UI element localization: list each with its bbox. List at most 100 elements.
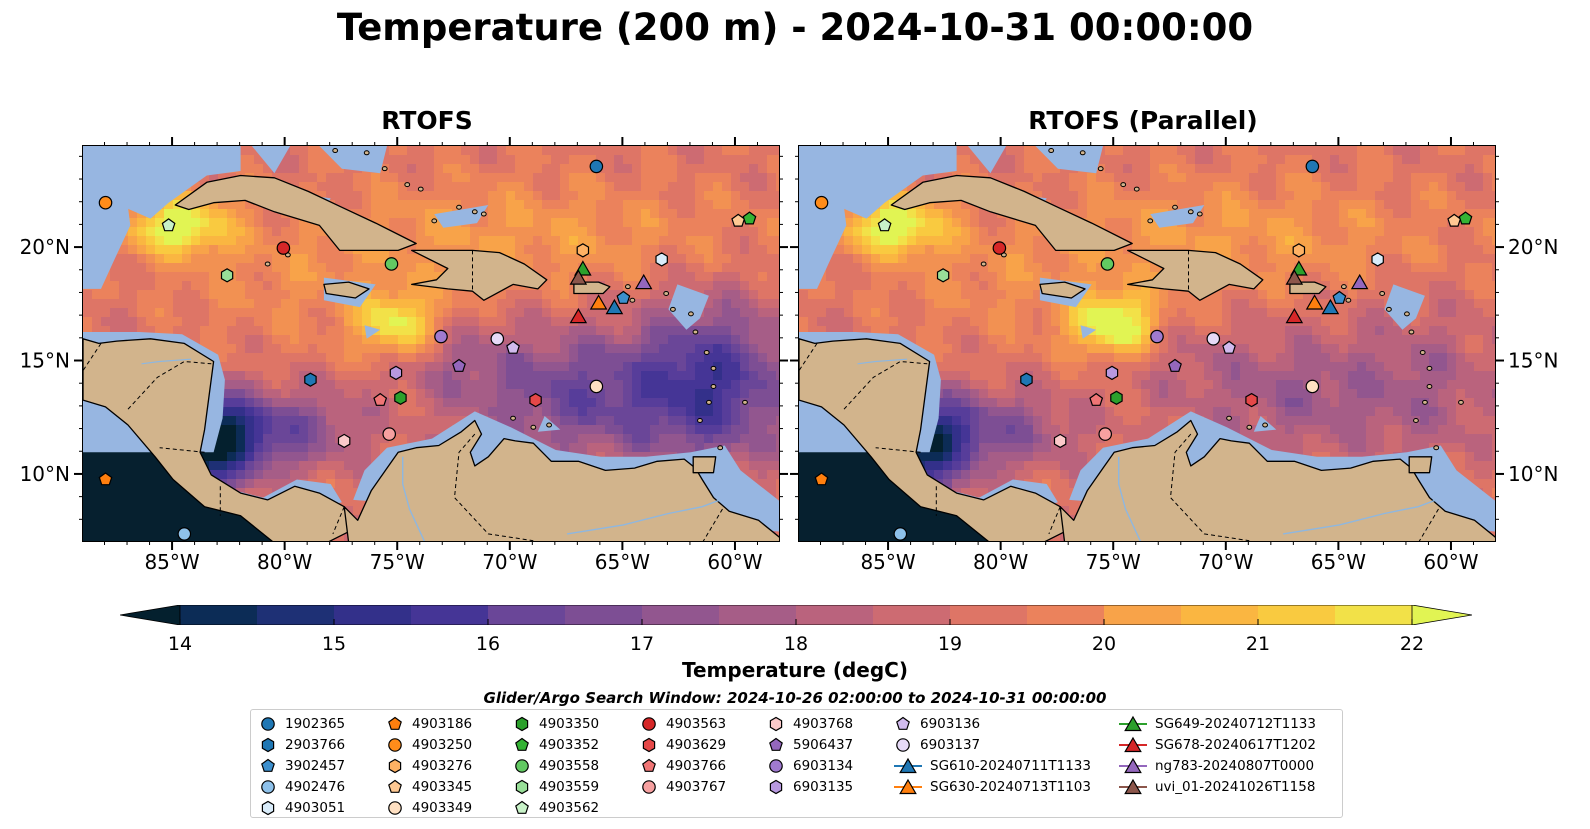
observation-marker-4903352: [1458, 211, 1473, 225]
observation-marker-4903768: [1053, 433, 1067, 449]
legend-label: 4903766: [666, 757, 727, 774]
legend-label: 4903768: [793, 715, 854, 732]
lon-tick-label: 85°W: [860, 550, 915, 574]
colorbar-bin: [950, 605, 1028, 625]
observation-marker-ng783-20240807t0000: [1350, 273, 1369, 290]
legend-item: SG649-20240712T1133: [1119, 713, 1316, 734]
legend-marker-hexagon-icon: [769, 716, 783, 731]
legend-marker-triangle-icon: [894, 778, 922, 794]
observation-marker-5906437: [1168, 358, 1182, 372]
legend-marker-triangle-icon: [1119, 757, 1147, 773]
lon-tick-label: 60°W: [707, 550, 762, 574]
colorbar-bin: [1104, 605, 1182, 625]
colorbar-tick-label: 18: [783, 633, 809, 655]
observation-marker-4903767: [1098, 427, 1113, 441]
legend-marker-circle-icon: [388, 800, 402, 815]
observation-marker-3902457: [1332, 290, 1347, 304]
legend-label: 4903349: [412, 799, 473, 816]
panel-title-rtofs-parallel: RTOFS (Parallel): [1028, 106, 1258, 135]
legend-item: 4903352: [513, 734, 599, 755]
legend-marker: [642, 716, 656, 731]
legend-item: 4903563: [640, 713, 726, 734]
legend-label: ng783-20240807T0000: [1155, 757, 1315, 774]
legend-label: 4903186: [412, 715, 473, 732]
legend-marker-triangle-icon: [1119, 736, 1147, 752]
colorbar-bin: [180, 605, 258, 625]
colorbar-bin: [565, 605, 643, 625]
legend-label: 4903563: [666, 715, 727, 732]
colorbar-tick-label: 22: [1399, 633, 1425, 655]
colorbar-bin: [334, 605, 412, 625]
legend-marker: [261, 800, 275, 815]
legend-label: 4903350: [539, 715, 600, 732]
observation-marker-6903135: [389, 365, 403, 381]
colorbar-tick-label: 16: [475, 633, 501, 655]
legend-label: 2903766: [285, 736, 346, 753]
observation-marker-4903051: [1371, 252, 1384, 267]
lat-tick-label-left: 10°N: [20, 462, 70, 486]
legend-marker-triangle-icon: [1119, 778, 1147, 794]
observation-marker-4903350: [1110, 390, 1123, 405]
legend-marker: [642, 758, 656, 772]
legend-marker: [769, 716, 783, 731]
legend-marker: [642, 737, 656, 752]
legend-item: 4903558: [513, 755, 599, 776]
legend-label: 1902365: [285, 715, 346, 732]
legend-item: 4903768: [767, 713, 853, 734]
legend-marker-circle-icon: [642, 716, 656, 731]
observation-marker-4903562: [161, 218, 176, 232]
lon-tick-label: 75°W: [1086, 550, 1141, 574]
observation-marker-5906437: [452, 358, 466, 372]
legend-marker: [896, 716, 910, 730]
observation-marker-6903134: [434, 329, 448, 344]
legend-item: 4903250: [386, 734, 472, 755]
colorbar-bin: [642, 605, 720, 625]
legend-marker: [769, 779, 783, 794]
observation-marker-4903629: [1245, 392, 1258, 408]
observation-marker-sg630-20240713t1103: [589, 294, 608, 310]
colorbar-tick-label: 17: [629, 633, 655, 655]
observation-marker-3902457: [616, 290, 631, 304]
legend-marker-hexagon-icon: [261, 737, 275, 752]
observation-marker-sg630-20240713t1103: [1305, 294, 1324, 310]
legend-item: uvi_01-20241026T1158: [1119, 776, 1315, 797]
observation-marker-ng783-20240807t0000: [634, 273, 653, 290]
lat-tick-label-right: 15°N: [1508, 349, 1558, 373]
lat-tick-label-left: 20°N: [20, 235, 70, 259]
legend-item: 4903349: [386, 797, 472, 818]
legend-marker: [388, 716, 402, 730]
legend-marker-circle-icon: [896, 737, 910, 752]
legend-marker-circle-icon: [261, 716, 275, 731]
legend-label: 4903767: [666, 778, 727, 795]
observation-marker-4903352: [742, 211, 757, 225]
observation-marker-4903350: [394, 390, 407, 405]
colorbar-title: Temperature (degC): [682, 658, 908, 682]
observation-marker-4903250: [814, 195, 829, 210]
observation-marker-sg678-20240617t1202: [1285, 308, 1304, 324]
legend-marker-circle-icon: [388, 737, 402, 752]
legend-marker: [515, 716, 529, 731]
colorbar-bin: [719, 605, 797, 625]
observation-marker-4903767: [382, 427, 397, 441]
observation-marker-2903766: [1020, 372, 1033, 387]
legend-marker: [769, 737, 783, 751]
map-axes: 85°W 80°W 75°W 70°W 65°W 60°W 20°N 15°N 10°N 85°W…: [20, 137, 1558, 574]
observation-marker-4903559: [220, 268, 234, 283]
legend-label: 4903629: [666, 736, 727, 753]
colorbar-bin: [257, 605, 335, 625]
observation-marker-4903276: [576, 243, 590, 258]
legend-marker-pentagon-icon: [515, 800, 529, 814]
observation-marker-sg610-20240711t1133: [605, 298, 624, 315]
legend-marker: [388, 779, 402, 793]
observation-marker-1902365: [1305, 159, 1320, 174]
observation-marker-6903134: [1150, 329, 1164, 344]
observation-marker-4903563: [276, 241, 291, 255]
legend-marker-triangle-icon: [1119, 715, 1147, 731]
legend-marker-pentagon-icon: [896, 716, 910, 730]
observation-marker-uvi_01-20241026t1158: [569, 269, 588, 285]
legend-marker-circle-icon: [261, 779, 275, 794]
legend-marker-circle-icon: [515, 758, 529, 773]
legend-marker: [642, 779, 656, 794]
legend-marker-pentagon-icon: [769, 737, 783, 751]
legend-item: SG678-20240617T1202: [1119, 734, 1316, 755]
